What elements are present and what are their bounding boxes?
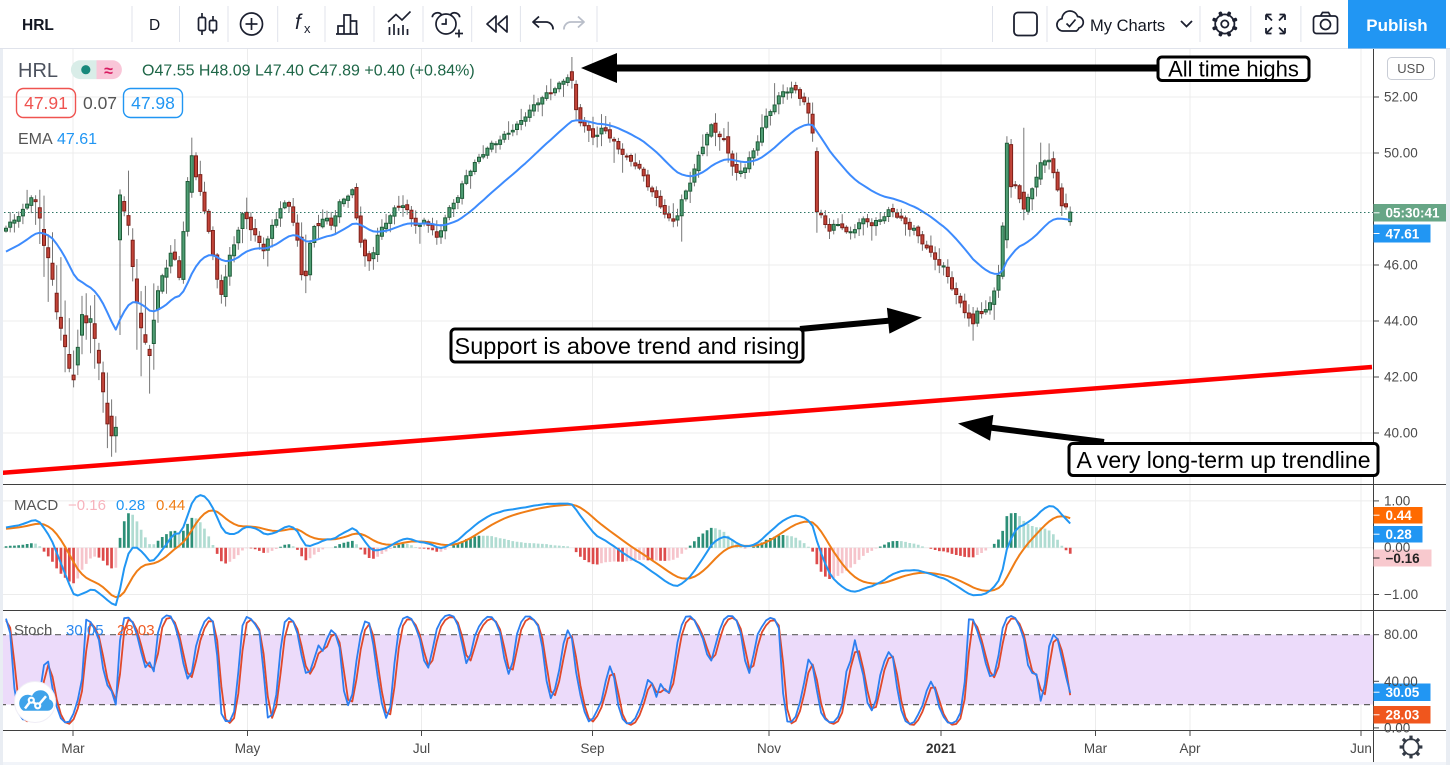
svg-text:50.00: 50.00	[1384, 146, 1418, 161]
svg-text:x: x	[304, 21, 311, 36]
svg-text:Publish: Publish	[1366, 16, 1427, 35]
svg-text:HRL: HRL	[22, 17, 54, 34]
svg-text:Jul: Jul	[413, 741, 430, 756]
svg-text:−0.16: −0.16	[1386, 551, 1421, 566]
svg-text:28.03: 28.03	[1386, 708, 1420, 723]
svg-text:Mar: Mar	[61, 741, 85, 756]
svg-text:Jun: Jun	[1350, 741, 1372, 756]
svg-text:Stoch: Stoch	[14, 622, 52, 639]
svg-text:Nov: Nov	[757, 741, 781, 756]
svg-text:Mar: Mar	[1084, 741, 1108, 756]
svg-text:A very long-term up trendline: A very long-term up trendline	[1076, 447, 1370, 473]
svg-text:52.00: 52.00	[1384, 90, 1418, 105]
svg-text:Apr: Apr	[1179, 741, 1201, 756]
svg-text:0.00: 0.00	[1384, 720, 1410, 735]
svg-text:0.44: 0.44	[156, 497, 185, 514]
svg-text:All time highs: All time highs	[1168, 57, 1299, 82]
svg-text:2021: 2021	[926, 741, 957, 756]
svg-text:MACD: MACD	[14, 497, 58, 514]
svg-text:30.05: 30.05	[1386, 685, 1420, 700]
svg-text:0.07: 0.07	[83, 93, 117, 113]
svg-text:47.61: 47.61	[1386, 226, 1420, 241]
svg-text:Support is above trend and ris: Support is above trend and rising	[455, 333, 800, 359]
svg-text:0.28: 0.28	[1386, 527, 1413, 542]
svg-text:0.28: 0.28	[116, 497, 145, 514]
svg-text:D: D	[149, 17, 160, 34]
svg-text:O47.55 H48.09 L47.40 C47.89 +0: O47.55 H48.09 L47.40 C47.89 +0.40 (+0.84…	[142, 63, 475, 80]
svg-text:USD: USD	[1397, 61, 1424, 76]
svg-text:HRL: HRL	[18, 60, 58, 82]
svg-text:05:30:41: 05:30:41	[1386, 206, 1441, 221]
svg-text:42.00: 42.00	[1384, 370, 1418, 385]
svg-text:0.44: 0.44	[1386, 508, 1413, 523]
svg-text:≈: ≈	[104, 63, 113, 80]
svg-text:47.61: 47.61	[57, 131, 97, 148]
svg-text:May: May	[235, 741, 261, 756]
svg-text:46.00: 46.00	[1384, 258, 1418, 273]
svg-text:47.98: 47.98	[131, 93, 175, 113]
svg-text:My Charts: My Charts	[1090, 17, 1165, 35]
svg-text:−1.00: −1.00	[1384, 587, 1418, 602]
svg-text:−0.16: −0.16	[68, 497, 106, 514]
svg-text:30.05: 30.05	[66, 622, 104, 639]
svg-text:EMA: EMA	[18, 131, 53, 148]
svg-text:47.91: 47.91	[24, 93, 68, 113]
svg-text:40.00: 40.00	[1384, 426, 1418, 441]
svg-text:80.00: 80.00	[1384, 627, 1418, 642]
svg-text:f: f	[295, 11, 303, 34]
svg-text:0.00: 0.00	[1384, 540, 1410, 555]
svg-text:44.00: 44.00	[1384, 314, 1418, 329]
svg-text:1.00: 1.00	[1384, 493, 1410, 508]
svg-text:Sep: Sep	[580, 741, 604, 756]
svg-text:28.03: 28.03	[117, 622, 155, 639]
svg-text:40.00: 40.00	[1384, 674, 1418, 689]
